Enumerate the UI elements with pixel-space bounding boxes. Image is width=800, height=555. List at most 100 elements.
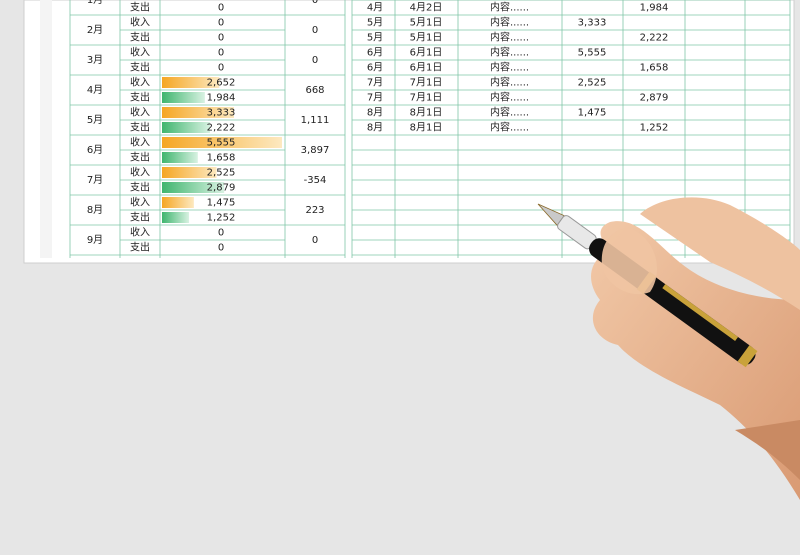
journal-cell: 5月	[367, 17, 383, 29]
journal-cell: 7月1日	[410, 77, 443, 89]
balance: 0	[312, 55, 318, 66]
month-label: 9月	[87, 234, 103, 246]
journal-cell: 内容......	[490, 31, 529, 44]
journal-cell: 2,222	[640, 33, 669, 44]
journal-cell: 6月1日	[410, 47, 443, 59]
month-label: 1月	[87, 0, 103, 6]
amount: 2,222	[207, 123, 236, 134]
amount: 0	[218, 3, 224, 14]
month-label: 2月	[87, 24, 103, 36]
balance: 0	[312, 0, 318, 6]
type-label: 收入	[130, 106, 150, 119]
journal-cell: 内容......	[490, 1, 529, 14]
journal-cell: 7月	[367, 92, 383, 104]
journal-cell: 3,333	[578, 18, 607, 29]
month-label: 3月	[87, 54, 103, 66]
data-bar	[162, 122, 210, 133]
amount: 1,658	[207, 153, 236, 164]
type-label: 收入	[130, 76, 150, 89]
amount: 2,879	[207, 183, 236, 194]
journal-cell: 2,525	[578, 78, 607, 89]
type-label: 收入	[130, 166, 150, 179]
amount: 0	[218, 228, 224, 239]
amount: 0	[218, 243, 224, 254]
type-label: 支出	[130, 61, 150, 74]
month-label: 5月	[87, 114, 103, 126]
journal-cell: 5月1日	[410, 17, 443, 29]
data-bar	[162, 152, 198, 163]
amount: 5,555	[207, 138, 236, 149]
type-label: 收入	[130, 136, 150, 149]
cells: 支出 0 1月 0 收入 0 支出 0 2月 0 收入 0 支出 0 3月 0 收入 2,652 支出 1,984 4月…	[87, 0, 669, 254]
journal-cell: 1,475	[578, 108, 607, 119]
balance: 0	[312, 25, 318, 36]
month-label: 8月	[87, 204, 103, 216]
type-label: 支出	[130, 211, 150, 224]
journal-cell: 1,658	[640, 63, 669, 74]
balance: 3,897	[301, 145, 330, 156]
journal-cell: 2,879	[640, 93, 669, 104]
data-bar	[162, 107, 234, 118]
journal-cell: 内容......	[490, 121, 529, 134]
journal-cell: 8月1日	[410, 122, 443, 134]
journal-cell: 内容......	[490, 61, 529, 74]
amount: 0	[218, 48, 224, 59]
type-label: 支出	[130, 31, 150, 44]
journal-cell: 4月	[367, 2, 383, 14]
journal-cell: 6月	[367, 62, 383, 74]
amount: 0	[218, 18, 224, 29]
journal-cell: 7月1日	[410, 92, 443, 104]
amount: 2,525	[207, 168, 236, 179]
journal-cell: 内容......	[490, 106, 529, 119]
journal-cell: 内容......	[490, 91, 529, 104]
journal-cell: 内容......	[490, 76, 529, 89]
journal-cell: 1,984	[640, 3, 669, 14]
data-bar	[162, 77, 220, 88]
journal-cell: 5,555	[578, 48, 607, 59]
month-label: 4月	[87, 84, 103, 96]
month-label: 6月	[87, 144, 103, 156]
type-label: 收入	[130, 196, 150, 209]
type-label: 支出	[130, 91, 150, 104]
amount: 1,984	[207, 93, 236, 104]
data-bar	[162, 92, 205, 103]
type-label: 支出	[130, 1, 150, 14]
data-bar	[162, 197, 194, 208]
journal-cell: 8月	[367, 122, 383, 134]
type-label: 支出	[130, 121, 150, 134]
amount: 1,252	[207, 213, 236, 224]
balance: 668	[305, 85, 324, 96]
balance: 1,111	[301, 115, 330, 126]
journal-cell: 5月1日	[410, 32, 443, 44]
data-bar	[162, 182, 225, 193]
journal-cell: 8月	[367, 107, 383, 119]
grid	[69, 0, 791, 258]
data-bar	[162, 167, 217, 178]
type-label: 收入	[130, 16, 150, 29]
journal-cell: 6月	[367, 47, 383, 59]
journal-cell: 4月2日	[410, 2, 443, 14]
balance: 0	[312, 235, 318, 246]
amount: 2,652	[207, 78, 236, 89]
margin	[40, 0, 52, 258]
journal-cell: 内容......	[490, 16, 529, 29]
data-bar	[162, 212, 190, 223]
journal-cell: 6月1日	[410, 62, 443, 74]
type-label: 收入	[130, 46, 150, 59]
type-label: 支出	[130, 181, 150, 194]
data-bar	[162, 137, 282, 148]
amount: 0	[218, 63, 224, 74]
type-label: 收入	[130, 226, 150, 239]
month-label: 7月	[87, 174, 103, 186]
amount: 1,475	[207, 198, 236, 209]
type-label: 支出	[130, 241, 150, 254]
journal-cell: 5月	[367, 32, 383, 44]
hand-with-pen	[537, 197, 800, 500]
journal-cell: 1,252	[640, 123, 669, 134]
balance: -354	[304, 175, 327, 186]
amount: 3,333	[207, 108, 236, 119]
journal-cell: 8月1日	[410, 107, 443, 119]
amount: 0	[218, 33, 224, 44]
journal-cell: 内容......	[490, 46, 529, 59]
